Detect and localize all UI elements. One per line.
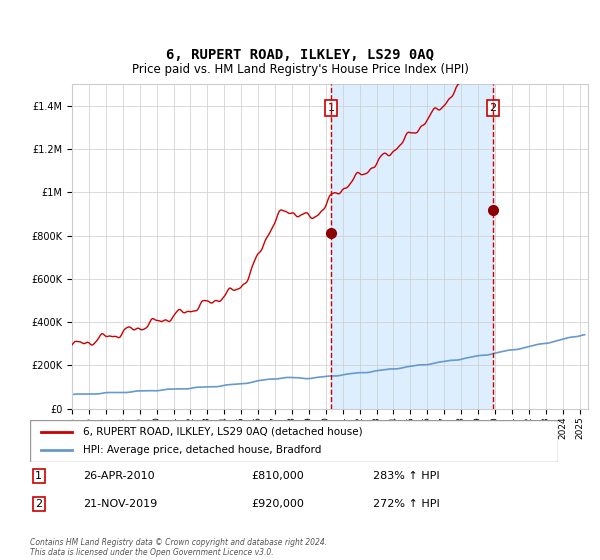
Text: 21-NOV-2019: 21-NOV-2019 [83,499,157,509]
Text: Contains HM Land Registry data © Crown copyright and database right 2024.
This d: Contains HM Land Registry data © Crown c… [30,538,327,557]
Text: 2: 2 [490,103,497,113]
Text: 1: 1 [328,103,335,113]
Text: 26-APR-2010: 26-APR-2010 [83,471,154,481]
Text: 2: 2 [35,499,43,509]
Text: 272% ↑ HPI: 272% ↑ HPI [373,499,440,509]
Text: Price paid vs. HM Land Registry's House Price Index (HPI): Price paid vs. HM Land Registry's House … [131,63,469,76]
Text: 1: 1 [35,471,42,481]
Bar [331,84,493,409]
Text: 283% ↑ HPI: 283% ↑ HPI [373,471,440,481]
Text: £810,000: £810,000 [252,471,305,481]
FancyBboxPatch shape [30,420,558,462]
Text: 6, RUPERT ROAD, ILKLEY, LS29 0AQ: 6, RUPERT ROAD, ILKLEY, LS29 0AQ [166,48,434,62]
Text: 6, RUPERT ROAD, ILKLEY, LS29 0AQ (detached house): 6, RUPERT ROAD, ILKLEY, LS29 0AQ (detach… [83,427,362,437]
Text: £920,000: £920,000 [252,499,305,509]
Text: HPI: Average price, detached house, Bradford: HPI: Average price, detached house, Brad… [83,445,321,455]
